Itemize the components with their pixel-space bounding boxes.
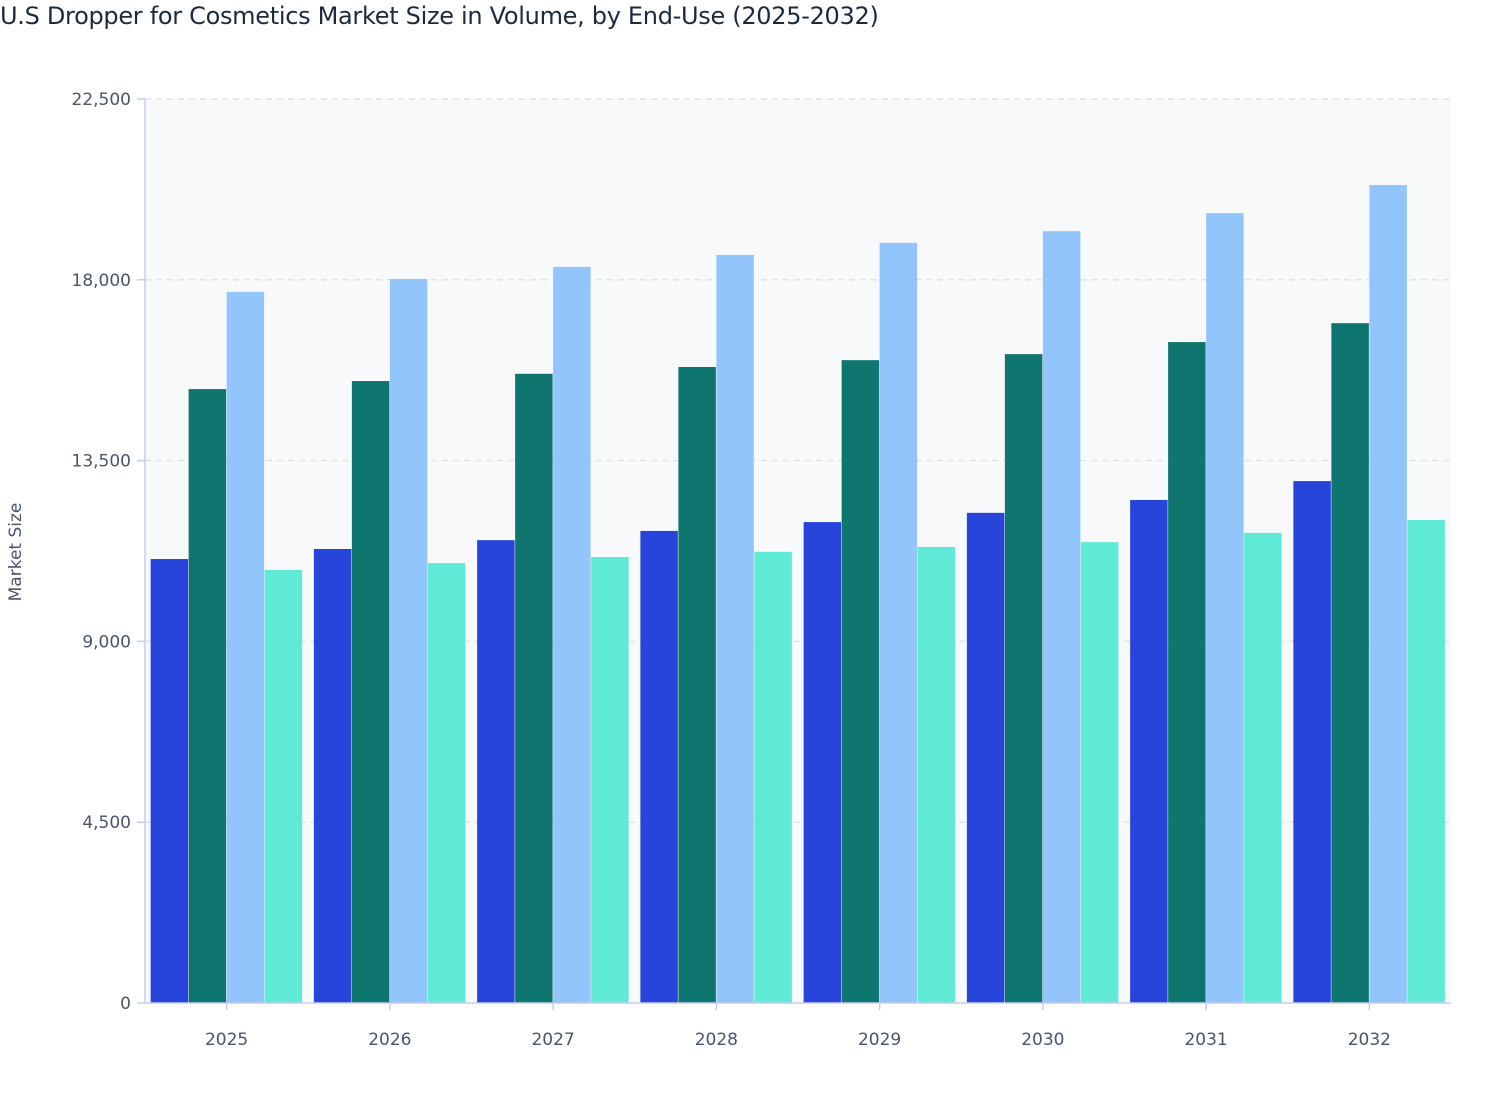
x-tick-label: 2032 (1348, 1030, 1391, 1050)
bar-2027-series-1 (477, 540, 515, 1003)
x-tick-label: 2028 (695, 1030, 738, 1050)
x-tick-label: 2031 (1184, 1030, 1227, 1050)
bar-2028-series-3 (716, 254, 754, 1003)
x-tick-label: 2027 (531, 1030, 574, 1050)
bar-2030-series-3 (1042, 231, 1081, 1004)
x-tick-label: 2029 (858, 1030, 901, 1050)
bar-2031-series-1 (1130, 499, 1168, 1003)
bar-2031-series-3 (1206, 213, 1244, 1004)
bar-2026-series-3 (389, 278, 428, 1003)
bar-2029-series-2 (841, 360, 880, 1004)
x-tick-label: 2025 (205, 1030, 248, 1050)
x-tick-label: 2030 (1021, 1030, 1064, 1050)
bar-2030-series-4 (1080, 542, 1119, 1003)
bar-2031-series-4 (1244, 532, 1282, 1003)
bar-2028-series-2 (678, 366, 716, 1003)
bar-2025-series-2 (188, 389, 227, 1003)
bar-2028-series-4 (754, 551, 792, 1003)
bar-2029-series-4 (917, 546, 956, 1003)
x-tick-label: 2026 (368, 1030, 411, 1050)
bar-2028-series-1 (640, 530, 678, 1003)
bar-2027-series-3 (553, 266, 591, 1003)
bar-2027-series-4 (591, 557, 629, 1003)
bar-2026-series-2 (351, 381, 390, 1004)
bar-2032-series-4 (1407, 520, 1445, 1003)
bar-2025-series-4 (264, 569, 303, 1003)
bar-2032-series-2 (1331, 323, 1369, 1003)
bar-2030-series-1 (966, 512, 1005, 1003)
bar-2025-series-1 (150, 559, 189, 1003)
bar-2026-series-1 (313, 548, 352, 1003)
y-tick-label: 0 (120, 994, 131, 1014)
y-tick-label: 13,500 (72, 452, 131, 472)
bar-2025-series-3 (226, 291, 265, 1003)
bar-2032-series-1 (1293, 481, 1331, 1003)
bar-2030-series-2 (1004, 354, 1043, 1003)
y-tick-label: 9,000 (82, 632, 131, 652)
bar-2029-series-3 (879, 242, 918, 1004)
y-tick-label: 4,500 (82, 813, 131, 833)
chart-title: U.S Dropper for Cosmetics Market Size in… (0, 2, 879, 30)
bar-2027-series-2 (515, 373, 553, 1003)
y-tick-label: 22,500 (72, 90, 131, 110)
bar-2031-series-2 (1168, 342, 1206, 1003)
y-tick-label: 18,000 (72, 271, 131, 291)
bar-2032-series-3 (1369, 184, 1407, 1003)
bar-2026-series-4 (427, 563, 466, 1003)
bar-2029-series-1 (803, 522, 842, 1003)
